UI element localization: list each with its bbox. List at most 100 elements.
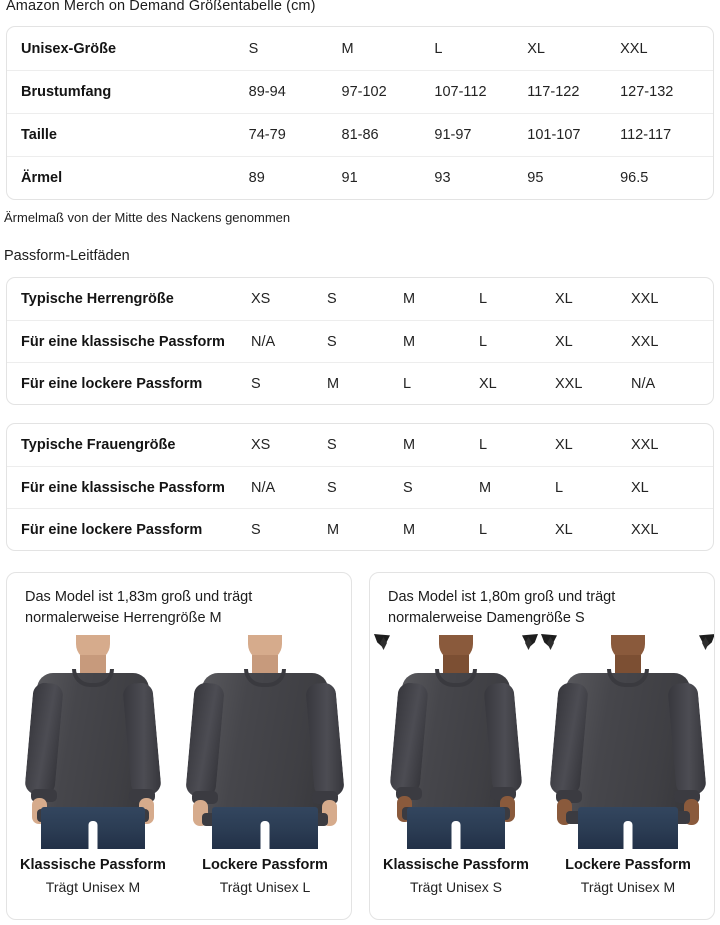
cell-value: L xyxy=(555,479,564,496)
table-row: Für eine lockere Passform S M L XL XXL N… xyxy=(7,362,713,404)
cell-value: 107-112 xyxy=(434,84,487,100)
model-caption: Das Model ist 1,83m groß und trägt norma… xyxy=(25,589,253,627)
table-row: Brustumfang 89-94 97-102 107-112 117-122… xyxy=(7,70,713,113)
cell-value: 101-107 xyxy=(527,127,581,143)
fit-title: Lockere Passform xyxy=(202,857,328,873)
figure-classic-fit xyxy=(370,634,542,849)
cell-value: XL xyxy=(479,375,497,392)
row-label: Typische Herrengröße xyxy=(21,291,174,307)
cell-value: XXL xyxy=(555,375,583,392)
cell-value: M xyxy=(403,291,416,307)
cell-value: 95 xyxy=(527,170,544,186)
cell-value: S xyxy=(251,375,261,392)
fit-label-block: Klassische Passform Trägt Unisex M xyxy=(7,857,179,895)
table-row: Für eine lockere Passform S M M L XL XXL xyxy=(7,508,713,550)
cell-value: 74-79 xyxy=(248,127,286,143)
row-label: Für eine klassische Passform xyxy=(21,479,225,496)
fit-subtitle: Trägt Unisex S xyxy=(409,879,503,895)
mens-model-card: Das Model ist 1,83m groß und trägt norma… xyxy=(6,572,352,920)
cell-value: 89-94 xyxy=(248,84,286,100)
cell-value: L xyxy=(479,437,488,453)
row-label: Für eine lockere Passform xyxy=(21,375,203,392)
cell-value: 96.5 xyxy=(620,170,649,186)
cell-value: XL xyxy=(555,333,573,350)
cell-value: XL xyxy=(555,521,573,538)
mens-figure-group xyxy=(7,635,351,849)
row-label: Typische Frauengröße xyxy=(21,437,176,453)
cell-value: M xyxy=(341,40,354,57)
cell-value: XXL xyxy=(631,437,659,453)
cell-value: XS xyxy=(251,437,271,453)
cell-value: 91-97 xyxy=(434,127,472,143)
model-caption: Das Model ist 1,80m groß und trägt norma… xyxy=(388,589,616,627)
cell-value: N/A xyxy=(631,375,656,392)
cell-value: 127-132 xyxy=(620,84,674,100)
page-title: Amazon Merch on Demand Größentabelle (cm… xyxy=(6,0,316,14)
figure-classic-fit xyxy=(7,635,179,849)
cell-value: S xyxy=(327,479,337,496)
table-row: Ärmel 89 91 93 95 96.5 xyxy=(7,156,713,199)
cell-value: 91 xyxy=(341,170,358,186)
cell-value: XXL xyxy=(620,40,648,57)
row-label: Taille xyxy=(21,127,57,143)
figure-relaxed-fit xyxy=(541,634,714,849)
womens-figure-group xyxy=(370,634,714,849)
table-row: Typische Herrengröße XS S M L XL XXL xyxy=(7,278,713,320)
cell-value: S xyxy=(327,333,337,350)
fit-subtitle: Trägt Unisex M xyxy=(580,879,676,895)
cell-value: XXL xyxy=(631,333,659,350)
fit-subtitle: Trägt Unisex L xyxy=(219,879,311,895)
cell-value: XXL xyxy=(631,521,659,538)
row-label: Für eine klassische Passform xyxy=(21,333,225,350)
cell-value: XS xyxy=(251,291,271,307)
cell-value: XL xyxy=(555,437,573,453)
fit-title: Lockere Passform xyxy=(565,857,691,873)
cell-value: M xyxy=(403,437,416,453)
cell-value: S xyxy=(327,437,337,453)
womens-fit-labels: Klassische Passform Trägt Unisex S Locke… xyxy=(370,857,714,895)
figure-relaxed-fit xyxy=(179,635,351,849)
cell-value: L xyxy=(479,333,488,350)
row-label: Brustumfang xyxy=(21,84,112,100)
mens-fit-labels: Klassische Passform Trägt Unisex M Locke… xyxy=(7,857,351,895)
fit-guides-heading: Passform-Leitfäden xyxy=(4,248,130,264)
sleeve-measurement-note: Ärmelmaß von der Mitte des Nackens genom… xyxy=(4,210,291,225)
table-row: Typische Frauengröße XS S M L XL XXL xyxy=(7,424,713,466)
table-row: Unisex-Größe S M L XL XXL xyxy=(7,27,713,70)
cell-value: 117-122 xyxy=(527,84,580,100)
cell-value: XL xyxy=(631,479,649,496)
cell-value: XL xyxy=(527,40,545,57)
table-row: Taille 74-79 81-86 91-97 101-107 112-117 xyxy=(7,113,713,156)
womens-fit-guide-table: Typische Frauengröße XS S M L XL XXL Für… xyxy=(6,423,714,551)
cell-value: N/A xyxy=(251,333,276,350)
cell-value: 93 xyxy=(434,170,451,186)
earring-icon xyxy=(525,637,532,650)
fit-label-block: Klassische Passform Trägt Unisex S xyxy=(370,857,542,895)
mens-fit-guide-table: Typische Herrengröße XS S M L XL XXL Für… xyxy=(6,277,714,405)
fit-title: Klassische Passform xyxy=(383,857,529,873)
cell-value: S xyxy=(248,40,259,57)
cell-value: M xyxy=(403,333,416,350)
cell-value: 97-102 xyxy=(341,84,387,100)
table-row: Für eine klassische Passform N/A S S M L… xyxy=(7,466,713,508)
cell-value: L xyxy=(479,521,488,538)
cell-value: 89 xyxy=(248,170,265,186)
cell-value: M xyxy=(403,521,416,538)
cell-value: M xyxy=(327,375,340,392)
earring-icon xyxy=(547,637,554,650)
womens-model-card: Das Model ist 1,80m groß und trägt norma… xyxy=(369,572,715,920)
table-row: Für eine klassische Passform N/A S M L X… xyxy=(7,320,713,362)
cell-value: 81-86 xyxy=(341,127,379,143)
row-label: Ärmel xyxy=(21,170,63,186)
cell-value: L xyxy=(434,40,443,57)
cell-value: M xyxy=(479,479,492,496)
cell-value: 112-117 xyxy=(620,127,672,143)
cell-value: L xyxy=(403,375,412,392)
cell-value: XXL xyxy=(631,291,659,307)
cell-value: S xyxy=(403,479,413,496)
cell-value: N/A xyxy=(251,479,276,496)
fit-title: Klassische Passform xyxy=(20,857,166,873)
cell-value: S xyxy=(251,521,261,538)
cell-value: XL xyxy=(555,291,573,307)
